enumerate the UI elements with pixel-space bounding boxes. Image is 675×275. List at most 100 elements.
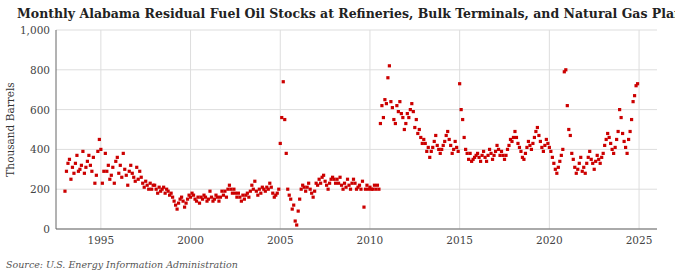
point [255,190,258,193]
point [217,200,220,203]
point [534,130,537,133]
point [602,152,605,155]
point [180,196,183,199]
point [183,206,186,209]
point [492,154,495,157]
point [186,198,189,201]
point [554,168,557,171]
x-tick-label: 2015 [446,234,473,246]
point [110,174,113,177]
point [542,150,545,153]
point [92,156,95,159]
point [617,130,620,133]
point [427,146,430,149]
point [455,146,458,149]
point [467,158,470,161]
y-tick-label: 800 [30,64,50,76]
point [204,196,207,199]
point [220,190,223,193]
point [409,108,412,111]
point [391,106,394,109]
point [83,172,86,175]
point [615,138,618,141]
point [382,116,385,119]
point [298,198,301,201]
point [388,64,391,67]
point [177,202,180,205]
point [503,158,506,161]
point [422,138,425,141]
point [537,134,540,137]
point [581,170,584,173]
point [489,152,492,155]
point [198,202,201,205]
point [341,188,344,191]
point [219,196,222,199]
point [612,152,615,155]
point [252,188,255,191]
point [545,138,548,141]
point [594,160,597,163]
point [504,154,507,157]
point [316,184,319,187]
point [313,190,316,193]
point [454,140,457,143]
point [445,134,448,137]
point [630,118,633,121]
point [482,150,485,153]
point [389,100,392,103]
point [80,164,83,167]
point [377,188,380,191]
x-axis-line [56,229,657,230]
point [522,158,525,161]
y-grid-line [56,149,657,150]
point [513,130,516,133]
point [240,200,243,203]
x-grid-line [100,30,101,229]
point [98,138,101,141]
point [120,176,123,179]
point [428,156,431,159]
point [425,150,428,153]
point [156,192,159,195]
point [289,198,292,201]
point [225,196,228,199]
point [628,130,631,133]
point [413,126,416,129]
point [530,148,533,151]
point [371,188,374,191]
point [104,152,107,155]
point [349,188,352,191]
point [573,166,576,169]
x-tick-label: 2000 [177,234,204,246]
point [552,162,555,165]
point [292,204,295,207]
point [235,196,238,199]
point [442,144,445,147]
point [477,156,480,159]
point [421,142,424,145]
point [184,202,187,205]
point [143,186,146,189]
point [164,192,167,195]
point [579,156,582,159]
point [86,160,89,163]
y-grid-line [56,30,657,31]
point [431,146,434,149]
point [383,98,386,101]
point [469,152,472,155]
point [624,146,627,149]
point [113,182,116,185]
point [138,170,141,173]
point [582,166,585,169]
point [294,219,297,222]
point [201,198,204,201]
point [418,128,421,131]
point [531,142,534,145]
point [407,116,410,119]
point [99,148,102,151]
point [379,122,382,125]
point [340,184,343,187]
y-tick-label: 0 [43,223,50,235]
point [434,134,437,137]
